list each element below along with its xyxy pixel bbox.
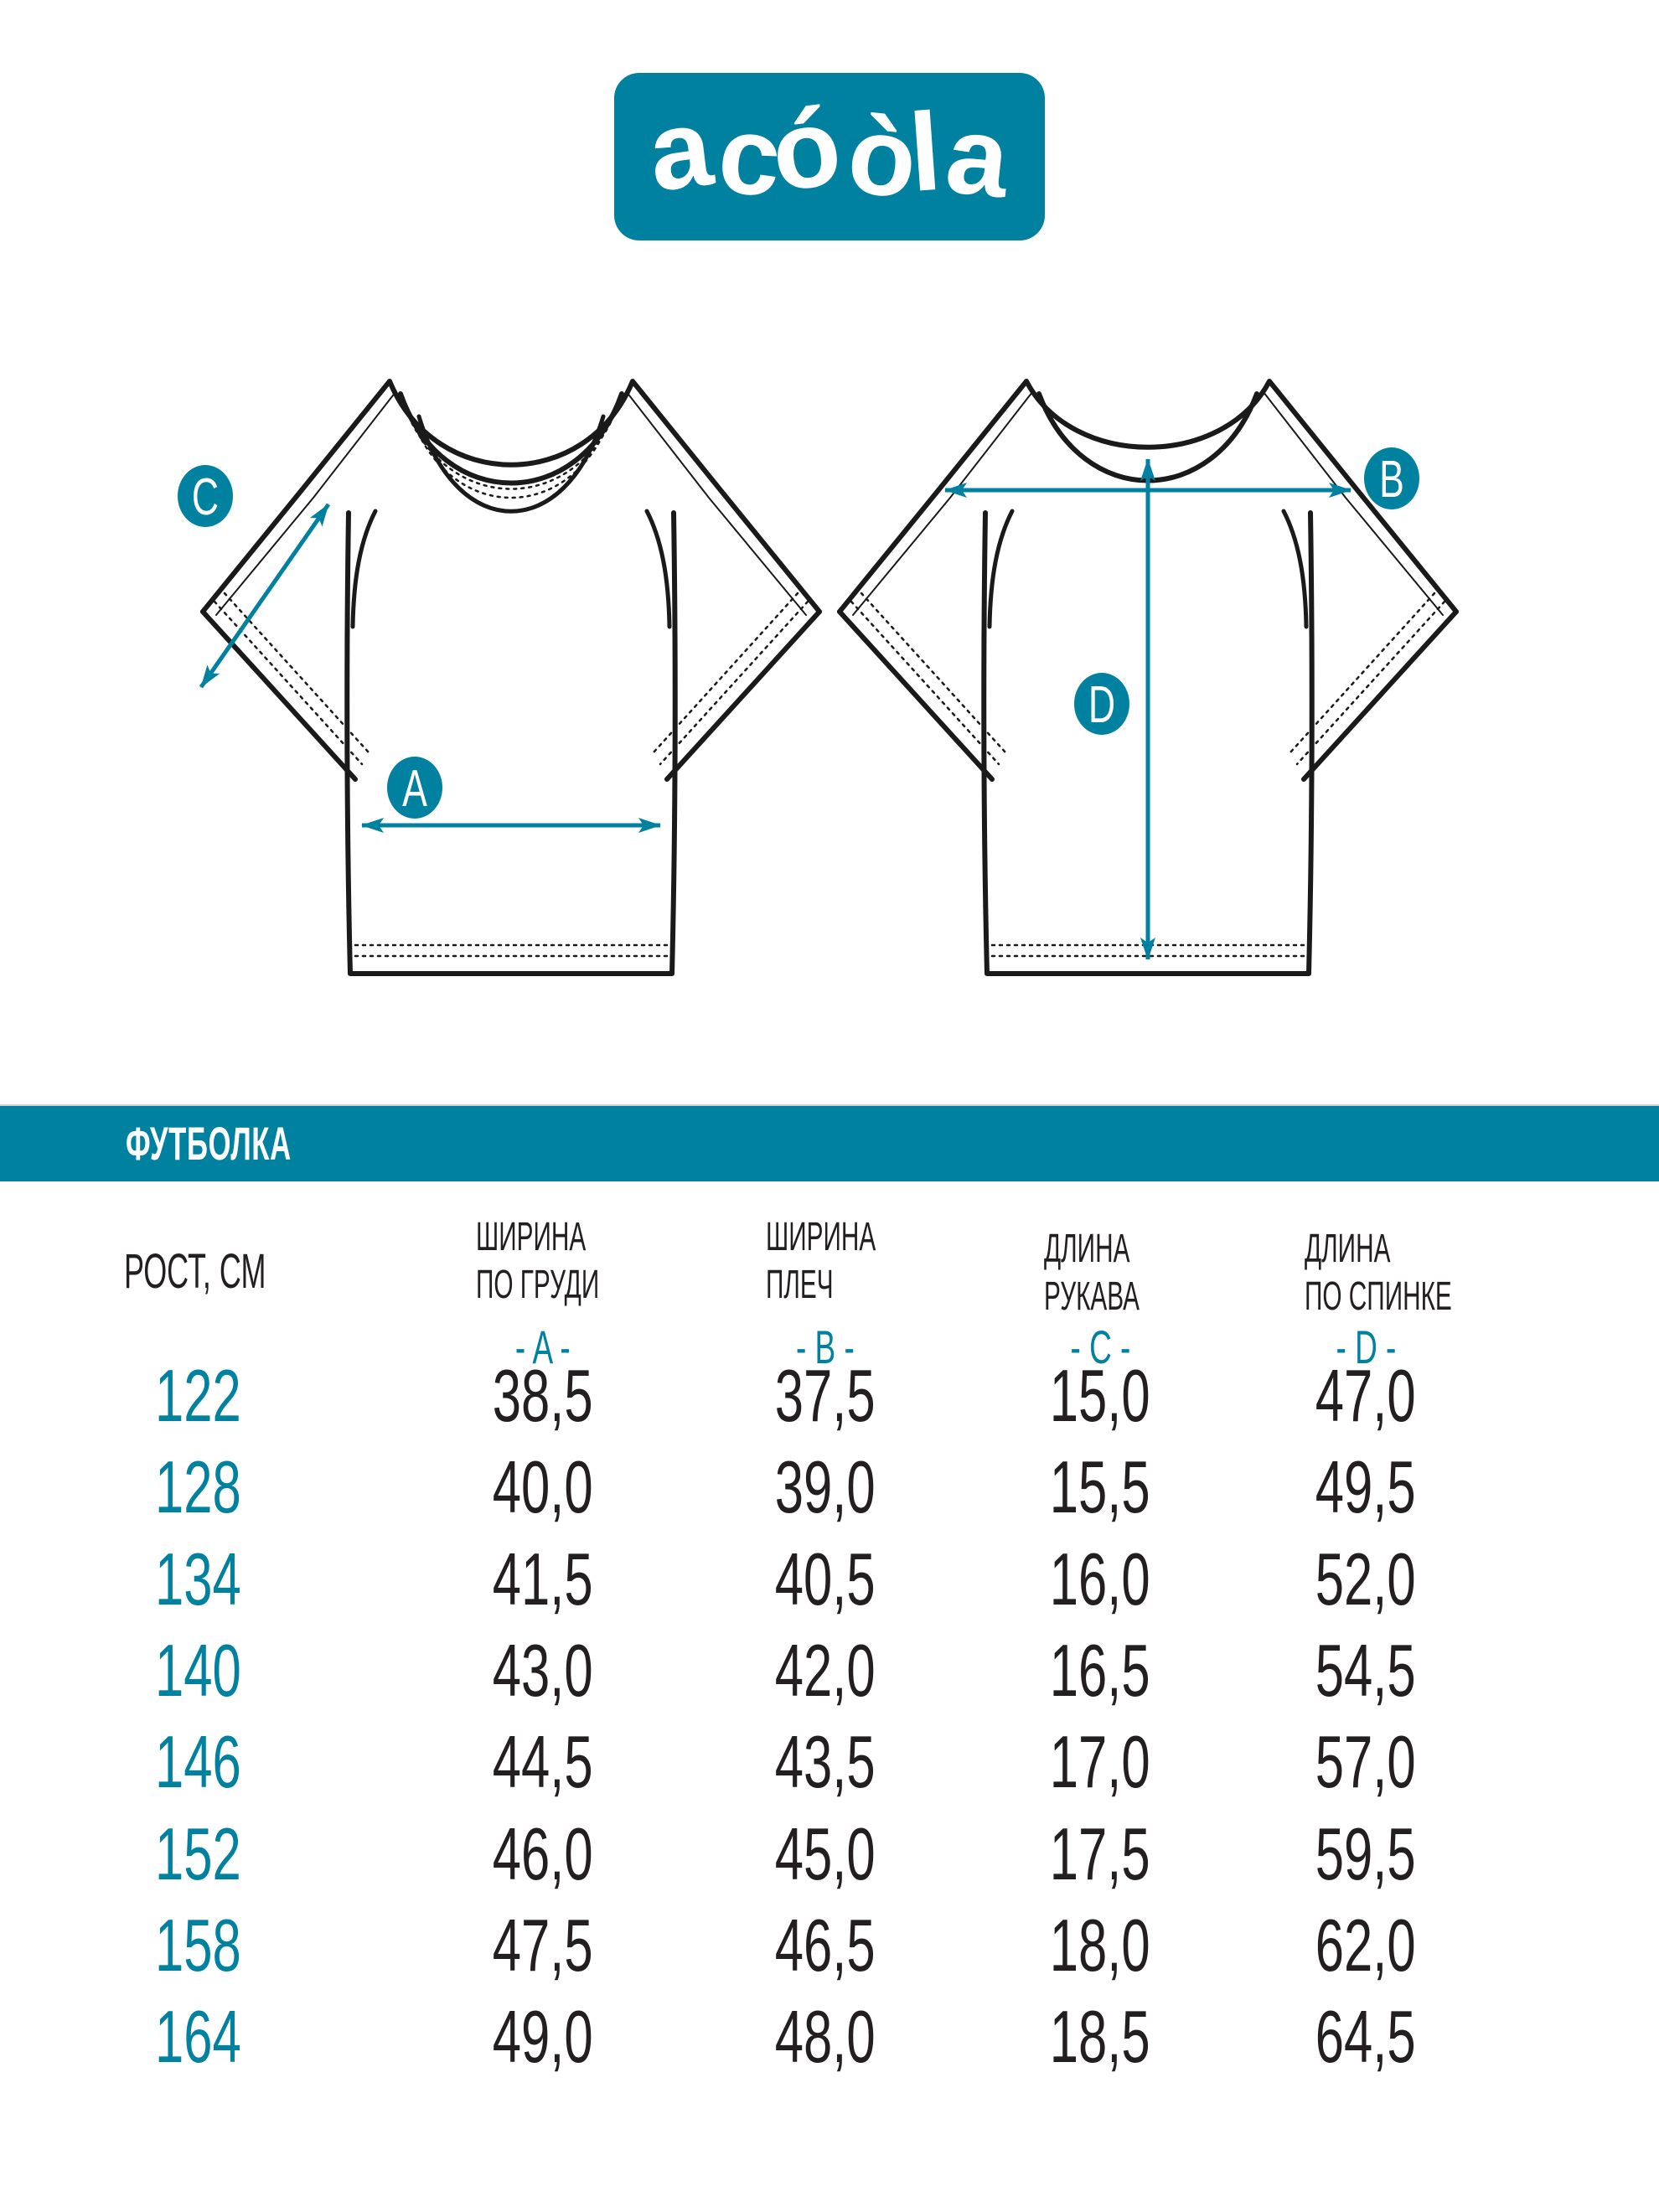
back-right-armhole-seam <box>1281 509 1309 629</box>
badge-d-circle <box>1074 673 1129 735</box>
logo-background <box>614 73 1045 240</box>
front-left-armhole-seam <box>350 509 378 629</box>
product-title: ФУТБОЛКА <box>126 1117 292 1170</box>
badge-d-letter: D <box>1088 676 1115 734</box>
table-row: 158 47,5 46,5 18,0 62,0 <box>155 1904 1416 1987</box>
marker-c: - C - <box>1070 1320 1130 1373</box>
back-right-sleeve-hem <box>1301 609 1459 782</box>
column-header-b: ШИРИНА ПЛЕЧ <box>766 1215 876 1307</box>
table-row: 146 44,5 43,5 17,0 57,0 <box>155 1720 1416 1803</box>
front-left-sleeve-stitch-1 <box>213 600 364 766</box>
back-right-sleeve-stitch-1 <box>1295 600 1446 766</box>
back-left-shoulder-seam <box>852 391 1033 616</box>
front-left-sleeve-hem <box>200 609 358 782</box>
letter-marker-row: - A - - B - - C - - D - <box>0 1320 1659 1374</box>
back-body-outline <box>981 510 1315 976</box>
tshirt-front-drawing <box>200 379 822 976</box>
front-right-armhole-seam <box>644 509 672 629</box>
table-row: 140 43,0 42,0 16,5 54,5 <box>155 1629 1416 1712</box>
badge-b-circle <box>1364 447 1419 509</box>
table-row: 122 38,5 37,5 15,0 47,0 <box>155 1354 1416 1437</box>
tshirt-back-drawing <box>837 379 1459 976</box>
column-header-a: ШИРИНА ПО ГРУДИ <box>476 1215 600 1307</box>
back-left-sleeve-stitch-1 <box>850 600 1000 766</box>
logo-text: acóòla <box>642 84 1016 221</box>
marker-b: - B - <box>796 1320 855 1373</box>
front-collar-inner <box>416 414 606 514</box>
back-right-sleeve-stitch-2 <box>1289 592 1436 754</box>
front-collar-stitch-1 <box>401 401 621 490</box>
measurement-badges: A C B D <box>178 447 1419 819</box>
front-left-shoulder-seam <box>215 391 396 616</box>
front-right-sleeve-stitch-1 <box>659 600 809 766</box>
back-shoulders-outline <box>837 379 1459 614</box>
marker-a: - A - <box>515 1320 571 1373</box>
title-band: ФУТБОЛКА <box>0 1104 1659 1181</box>
front-right-shoulder-seam <box>626 391 807 616</box>
measurement-arrows <box>199 458 1351 960</box>
back-left-armhole-seam <box>987 509 1015 629</box>
front-body-outline <box>344 510 678 976</box>
front-right-sleeve-stitch-2 <box>652 592 799 754</box>
column-header-c: ДЛИНА РУКАВА <box>1044 1227 1140 1319</box>
badge-c-letter: C <box>192 468 219 526</box>
front-collar-stitch-2 <box>408 411 614 499</box>
front-shoulders-outline <box>200 379 822 614</box>
arrow-c-sleeve-length <box>199 503 331 689</box>
table-row: 152 46,0 45,0 17,5 59,5 <box>155 1812 1416 1895</box>
measurement-diagram: acóòla <box>178 73 1459 976</box>
table-row: 134 41,5 40,5 16,0 52,0 <box>155 1538 1416 1620</box>
badge-a-letter: A <box>402 760 427 818</box>
badge-a-circle <box>387 757 442 819</box>
column-header-d: ДЛИНА ПО СПИНКЕ <box>1305 1227 1452 1319</box>
column-header-height: РОСТ, СМ <box>124 1244 266 1299</box>
back-left-sleeve-stitch-2 <box>860 592 1007 754</box>
front-collar-band <box>398 391 624 486</box>
brand-logo: acóòla <box>614 73 1045 240</box>
table-row: 164 49,0 48,0 18,5 64,5 <box>155 1995 1416 2078</box>
back-left-sleeve-hem <box>837 609 995 782</box>
front-right-sleeve-hem <box>664 609 822 782</box>
badge-b-letter: B <box>1379 451 1404 509</box>
badge-c-circle <box>178 465 233 527</box>
table-row: 128 40,0 39,0 15,5 49,5 <box>155 1445 1416 1528</box>
back-right-shoulder-seam <box>1263 391 1444 616</box>
marker-d: - D - <box>1336 1320 1396 1373</box>
